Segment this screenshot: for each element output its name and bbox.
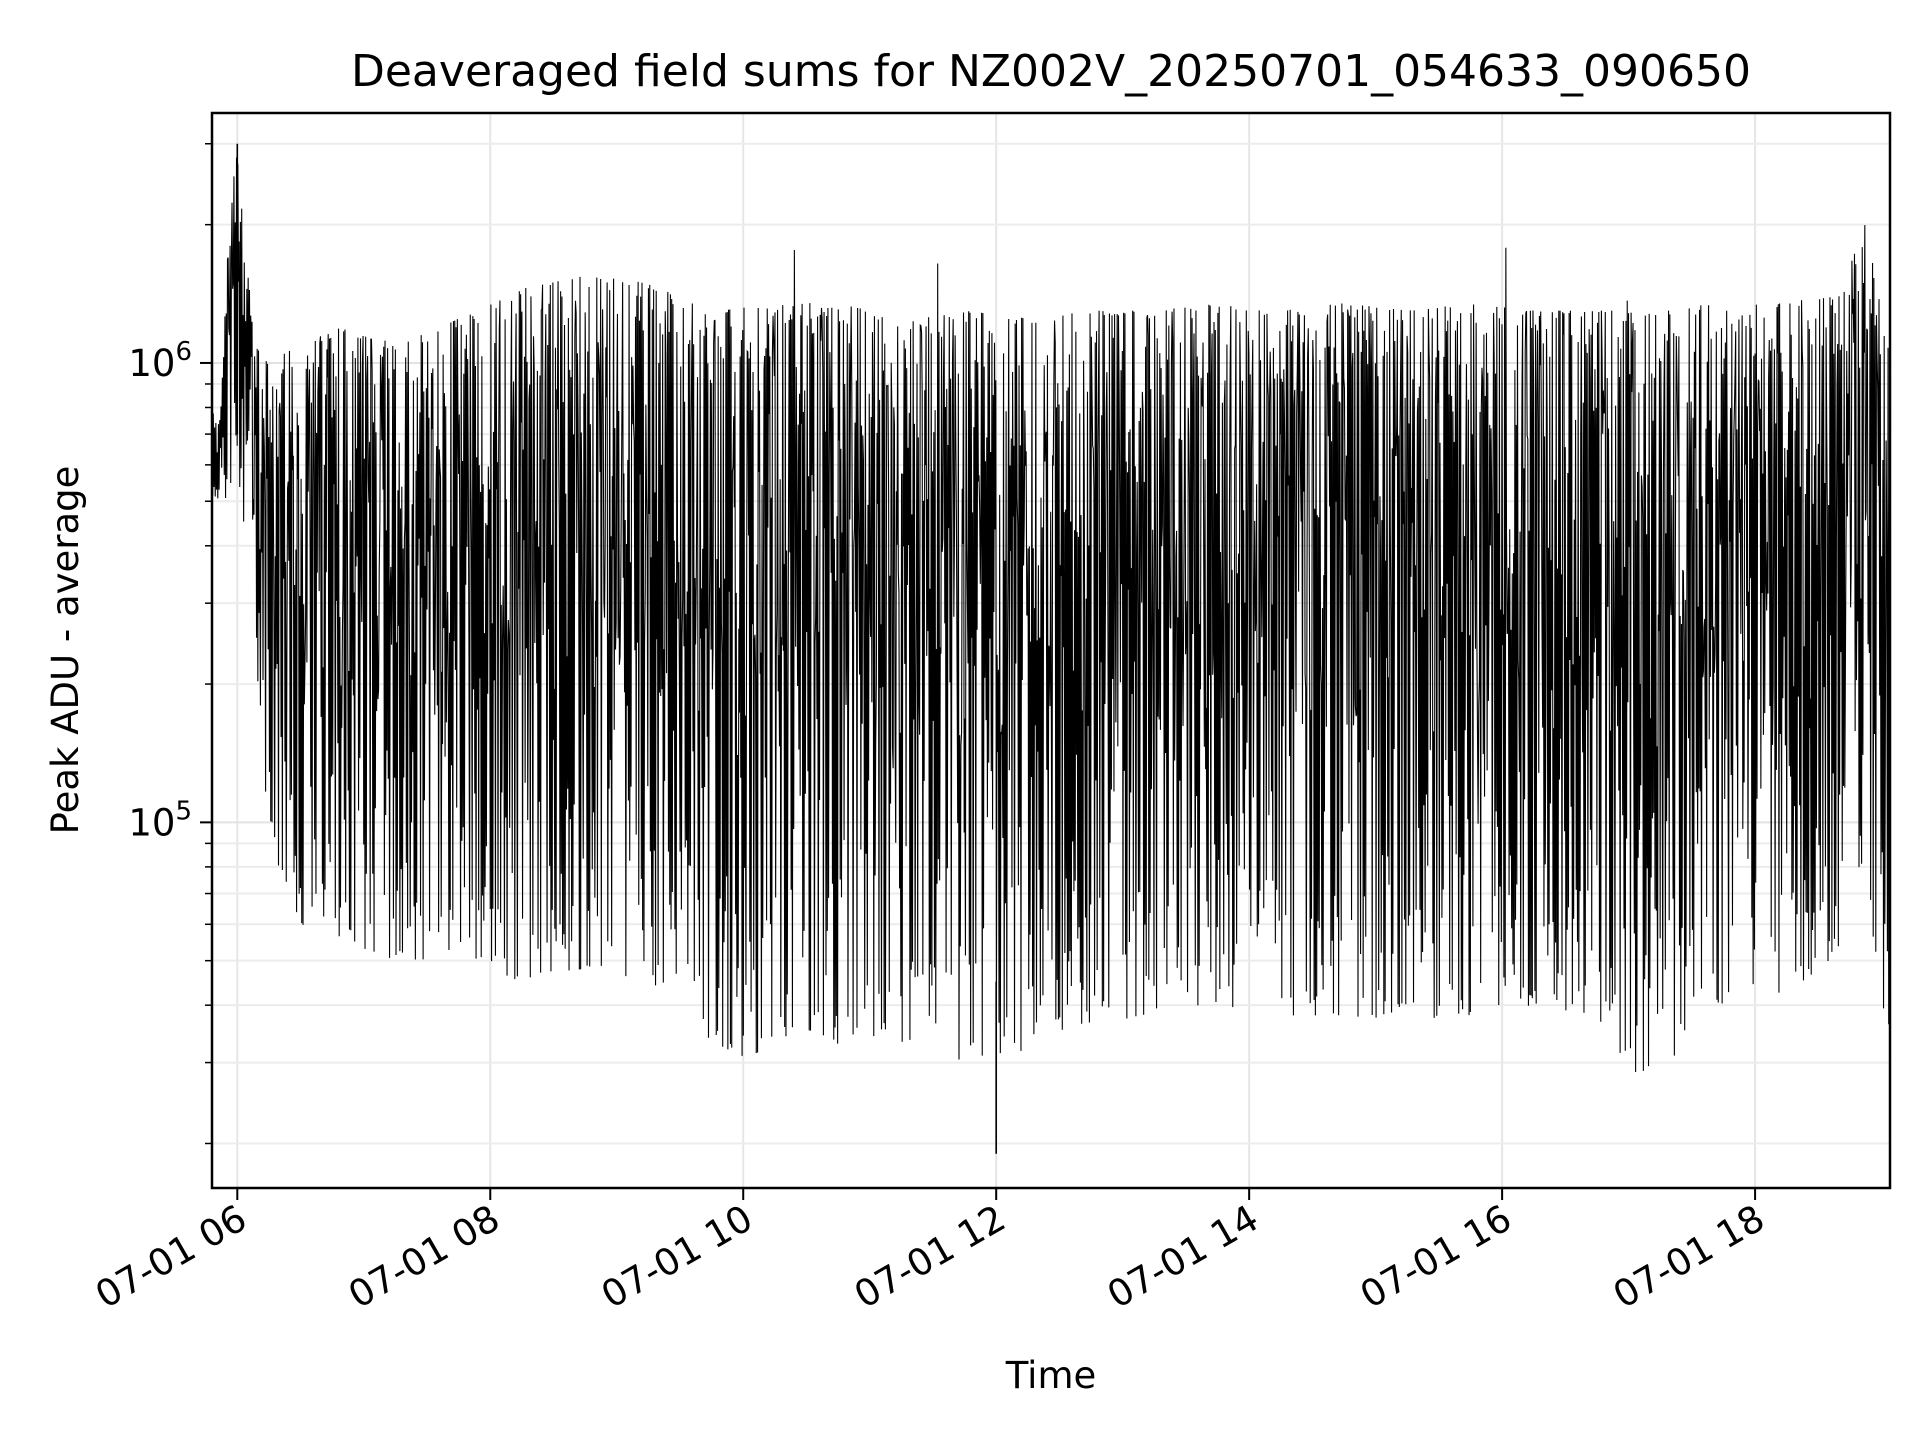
chart-title: Deaveraged field sums for NZ002V_2025070… bbox=[351, 46, 1751, 97]
y-axis-label: Peak ADU - average bbox=[44, 466, 87, 835]
y-tick-label: 106 bbox=[128, 337, 192, 385]
series-line bbox=[211, 157, 1891, 1073]
x-axis-label: Time bbox=[1005, 1354, 1097, 1397]
y-tick-label: 105 bbox=[128, 796, 192, 844]
plot-area-frame bbox=[210, 111, 1892, 1190]
y-axis: 105 106 bbox=[128, 143, 212, 1145]
plot-series bbox=[211, 143, 1891, 1154]
